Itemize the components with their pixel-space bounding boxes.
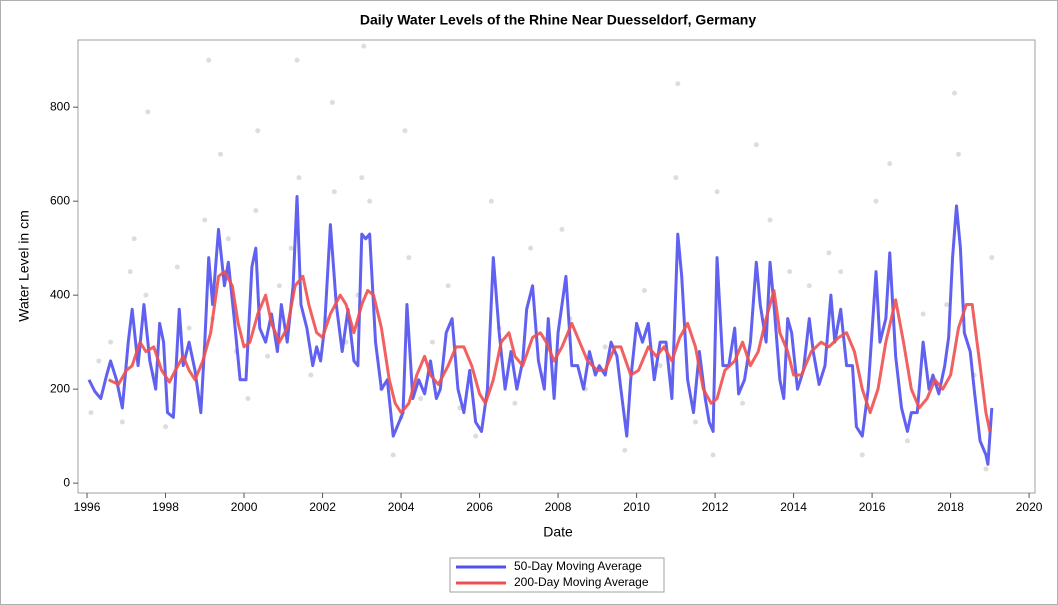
observation-point — [673, 175, 679, 181]
x-tick-label: 2000 — [231, 500, 258, 514]
x-tick-label: 2016 — [859, 500, 886, 514]
observation-point — [296, 175, 302, 181]
observation-point — [806, 283, 812, 289]
observation-point — [887, 161, 893, 167]
x-tick-label: 2020 — [1016, 500, 1043, 514]
plot-frame — [77, 39, 1036, 494]
observation-point — [944, 302, 950, 308]
observation-point — [96, 358, 102, 364]
observation-point — [225, 236, 231, 242]
observation-point — [675, 81, 681, 87]
x-tick-label: 2018 — [937, 500, 964, 514]
observation-point — [753, 142, 759, 148]
x-axis-label: Date — [543, 524, 573, 540]
observation-point — [692, 419, 698, 425]
observation-point — [838, 269, 844, 275]
x-tick-label: 2008 — [545, 500, 572, 514]
observation-point — [512, 400, 518, 406]
legend-label: 50-Day Moving Average — [514, 559, 642, 573]
observation-point — [406, 255, 412, 261]
observation-point — [714, 189, 720, 195]
observation-point — [143, 292, 149, 298]
x-tick-label: 2014 — [780, 500, 807, 514]
moving-average-line — [107, 270, 992, 432]
observation-point — [418, 396, 424, 402]
observation-point — [488, 198, 494, 204]
observation-point — [767, 217, 773, 223]
observation-point — [429, 339, 435, 345]
observation-point — [163, 424, 169, 430]
observation-point — [217, 151, 223, 157]
observation-point — [276, 283, 282, 289]
observation-point — [294, 57, 300, 63]
x-tick-label: 1996 — [74, 500, 101, 514]
observation-point — [119, 419, 125, 425]
observation-point — [473, 433, 479, 439]
legend-label: 200-Day Moving Average — [514, 575, 649, 589]
observation-point — [131, 236, 137, 242]
observation-point — [329, 99, 335, 105]
x-tick-label: 2012 — [702, 500, 729, 514]
observation-point — [127, 269, 133, 275]
observation-point — [920, 311, 926, 317]
observation-point — [622, 447, 628, 453]
observation-point — [955, 151, 961, 157]
observation-point — [186, 325, 192, 331]
observation-point — [253, 208, 259, 214]
y-axis-label: Water Level in cm — [16, 210, 32, 322]
moving-average-line — [87, 194, 994, 466]
chart-title: Daily Water Levels of the Rhine Near Due… — [360, 12, 756, 28]
observation-point — [308, 372, 314, 378]
observation-point — [361, 43, 367, 49]
observation-point — [445, 283, 451, 289]
observation-point — [952, 90, 958, 96]
observation-point — [245, 396, 251, 402]
legend-box — [449, 557, 665, 593]
observation-point — [904, 438, 910, 444]
x-tick-label: 2002 — [309, 500, 336, 514]
observation-point — [528, 245, 534, 251]
x-tick-label: 1998 — [152, 500, 179, 514]
observation-point — [710, 452, 716, 458]
x-tick-label: 2010 — [623, 500, 650, 514]
x-tick-label: 2006 — [466, 500, 493, 514]
observation-point — [206, 57, 212, 63]
observation-point — [873, 198, 879, 204]
observation-point — [559, 226, 565, 232]
observation-point — [367, 198, 373, 204]
observation-point — [787, 269, 793, 275]
observation-point — [255, 128, 261, 134]
y-tick-label: 200 — [50, 381, 70, 395]
observation-point — [390, 452, 396, 458]
observation-point — [288, 245, 294, 251]
observation-point — [983, 466, 989, 472]
observation-point — [826, 250, 832, 256]
y-tick-label: 400 — [50, 287, 70, 301]
observation-point — [359, 175, 365, 181]
x-tick-label: 2004 — [388, 500, 415, 514]
observation-point — [859, 452, 865, 458]
observation-point — [108, 339, 114, 345]
y-tick-label: 0 — [63, 475, 70, 489]
observation-point — [174, 264, 180, 270]
observation-point — [331, 189, 337, 195]
observation-point — [265, 353, 271, 359]
y-tick-label: 800 — [50, 99, 70, 113]
observation-point — [657, 363, 663, 369]
observation-point — [402, 128, 408, 134]
observation-point — [989, 255, 995, 261]
observation-point — [88, 410, 94, 416]
observation-point — [602, 344, 608, 350]
observation-point — [145, 109, 151, 115]
observation-point — [641, 287, 647, 293]
observation-point — [740, 400, 746, 406]
observation-point — [202, 217, 208, 223]
y-tick-label: 600 — [50, 193, 70, 207]
